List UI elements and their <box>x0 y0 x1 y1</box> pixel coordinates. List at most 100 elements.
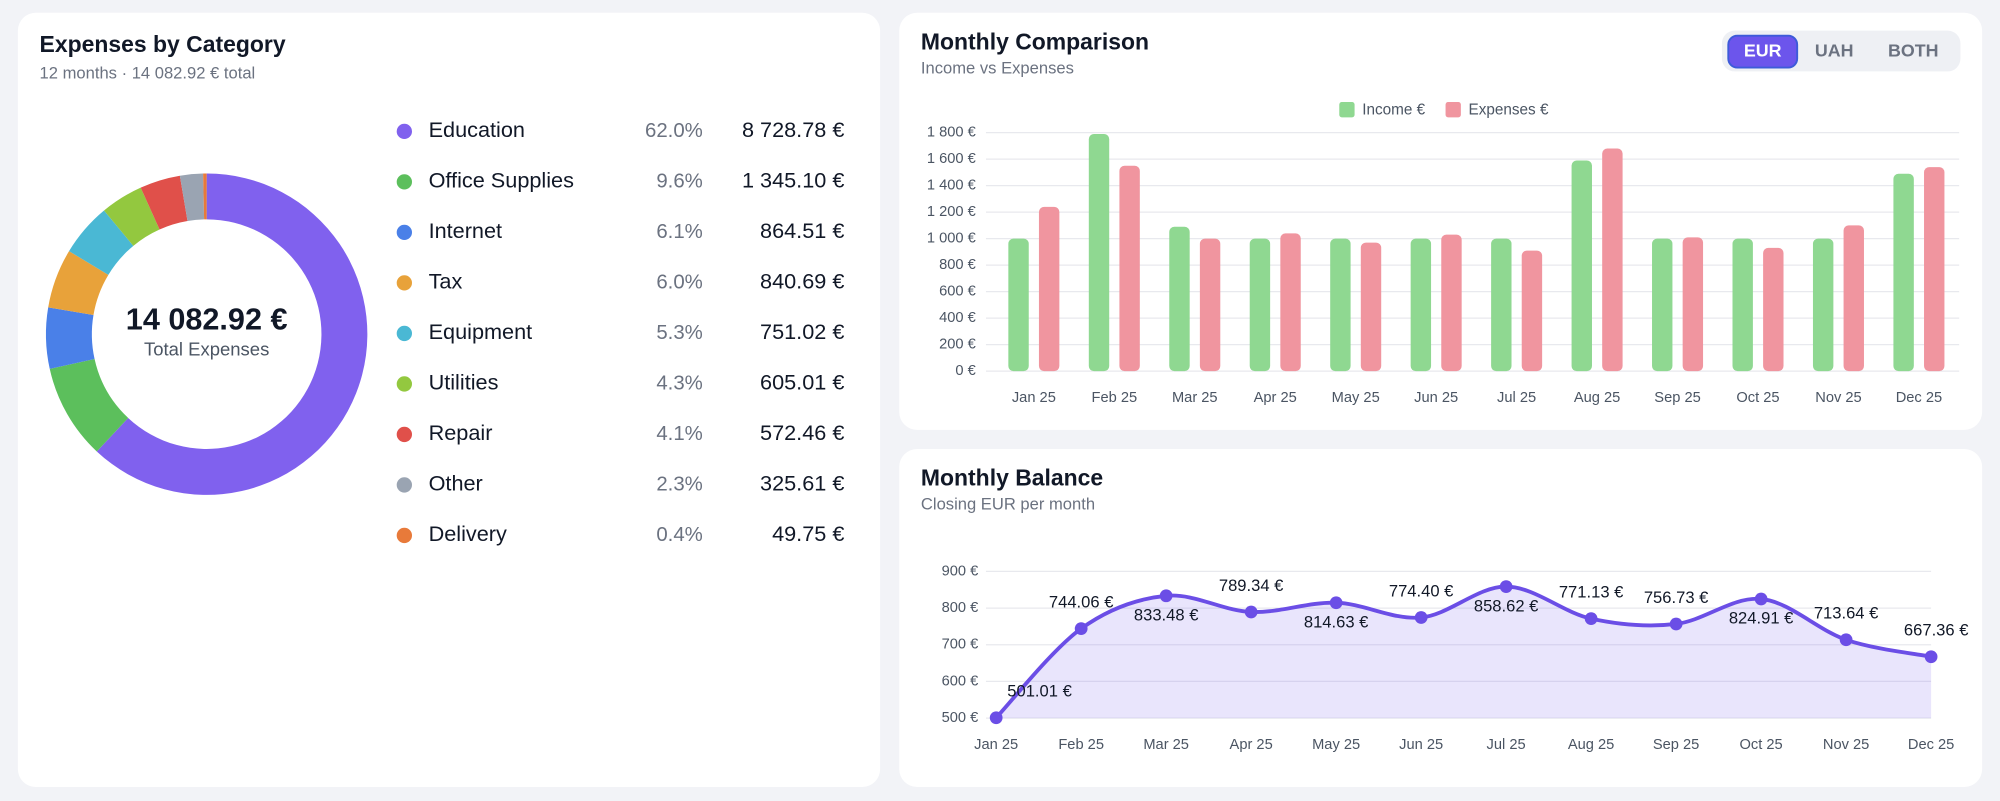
x-tick-label: Aug 25 <box>1574 390 1620 406</box>
legend-dot <box>396 376 413 392</box>
toggle-button[interactable]: EUR <box>1727 34 1799 69</box>
data-label: 774.40 € <box>1389 581 1454 600</box>
toggle-button[interactable]: BOTH <box>1888 40 1939 60</box>
legend-dot <box>396 527 413 544</box>
x-tick-label: Dec 25 <box>1908 737 1954 753</box>
legend-value: 751.02 € <box>760 319 844 344</box>
bar <box>1732 238 1753 372</box>
panel <box>899 448 1983 787</box>
bar <box>1119 165 1140 372</box>
x-tick-label: Jan 25 <box>974 737 1018 753</box>
bar <box>1924 167 1945 372</box>
bar <box>1812 238 1834 372</box>
data-label: 814.63 € <box>1304 613 1369 632</box>
point <box>1074 622 1088 635</box>
y-tick-label: 1 400 € <box>927 178 976 194</box>
legend-dot <box>396 325 413 342</box>
point <box>1924 650 1938 664</box>
y-tick-label: 1 800 € <box>927 125 976 141</box>
center-value: 14 082.92 € <box>126 303 288 337</box>
point <box>1754 592 1768 606</box>
bar <box>1038 206 1060 372</box>
x-tick-label: Nov 25 <box>1815 390 1861 406</box>
donut-slice <box>179 173 205 221</box>
donut-slice <box>203 173 207 220</box>
bar <box>1280 233 1301 372</box>
x-tick-label: Oct 25 <box>1736 390 1779 406</box>
x-tick-label: Jan 25 <box>1012 390 1056 406</box>
legend-dot <box>396 426 413 443</box>
y-tick-label: 800 € <box>942 600 979 616</box>
donut-slice <box>49 358 129 452</box>
bar <box>1602 148 1623 372</box>
y-tick-label: 1 600 € <box>927 151 976 167</box>
legend-percentage: 4.3% <box>656 372 702 394</box>
y-tick-label: 1 200 € <box>927 204 976 220</box>
legend-label: Tax <box>429 269 463 294</box>
bar <box>1088 133 1110 372</box>
y-tick-label: 900 € <box>942 563 979 579</box>
legend-percentage: 6.0% <box>656 271 702 293</box>
y-tick-label: 200 € <box>939 337 976 353</box>
legend-value: 49.75 € <box>772 521 844 546</box>
x-tick-label: Oct 25 <box>1740 737 1783 753</box>
legend-label: Utilities <box>429 370 499 395</box>
chart-subtitle: Income vs Expenses <box>921 58 1074 77</box>
x-tick-label: May 25 <box>1332 390 1380 406</box>
x-tick-label: Apr 25 <box>1230 737 1273 753</box>
bar <box>1199 238 1221 372</box>
legend-value: 864.51 € <box>760 218 844 243</box>
legend-dot <box>396 123 413 140</box>
point <box>989 711 1003 725</box>
donut-slice <box>140 175 188 230</box>
legend-value: 8 728.78 € <box>742 117 844 142</box>
legend-percentage: 4.1% <box>656 423 702 445</box>
legend-value: 605.01 € <box>760 370 844 395</box>
point <box>1244 605 1258 619</box>
data-label: 713.64 € <box>1814 604 1879 623</box>
legend-swatch <box>1339 102 1355 118</box>
y-tick-label: 500 € <box>942 710 979 726</box>
data-label: 789.34 € <box>1219 576 1284 595</box>
toggle-label: BOTH <box>1888 40 1939 60</box>
legend-value: 840.69 € <box>760 269 844 294</box>
x-tick-label: Feb 25 <box>1058 737 1104 753</box>
x-tick-label: Jul 25 <box>1487 737 1526 753</box>
x-tick-label: Jun 25 <box>1414 390 1458 406</box>
legend-label: Other <box>429 471 483 496</box>
y-tick-label: 700 € <box>942 637 979 653</box>
bar <box>1169 226 1190 372</box>
x-tick-label: Sep 25 <box>1654 390 1700 406</box>
legend-label: Equipment <box>429 319 533 344</box>
bar <box>1682 237 1704 372</box>
point <box>1584 612 1598 626</box>
legend-label: Expenses € <box>1469 101 1549 118</box>
donut-slice <box>45 307 95 369</box>
x-tick-label: May 25 <box>1312 737 1360 753</box>
legend-percentage: 6.1% <box>656 221 702 243</box>
data-label: 667.36 € <box>1904 621 1969 640</box>
bar <box>1491 238 1512 372</box>
toggle-label: UAH <box>1815 40 1854 60</box>
legend-dot <box>396 275 413 291</box>
point <box>1329 596 1343 610</box>
legend-label: Income € <box>1362 101 1425 118</box>
bar <box>1008 238 1029 372</box>
legend-label: Delivery <box>429 521 507 546</box>
legend-label: Repair <box>429 420 493 445</box>
legend-label: Internet <box>429 218 502 243</box>
center-caption: Total Expenses <box>144 339 269 360</box>
x-tick-label: Sep 25 <box>1653 737 1699 753</box>
bar <box>1360 242 1382 372</box>
y-tick-label: 1 000 € <box>927 231 976 247</box>
bar <box>1410 238 1432 372</box>
data-label: 744.06 € <box>1049 592 1114 611</box>
bar <box>1249 238 1271 372</box>
chart-subtitle: 12 months · 14 082.92 € total <box>40 63 256 82</box>
y-tick-label: 600 € <box>939 284 976 300</box>
point <box>1499 580 1513 593</box>
x-tick-label: Apr 25 <box>1254 390 1297 406</box>
chart-title: Monthly Balance <box>921 465 1103 491</box>
chart-title: Monthly Comparison <box>921 28 1149 54</box>
toggle-button[interactable]: UAH <box>1815 40 1854 60</box>
